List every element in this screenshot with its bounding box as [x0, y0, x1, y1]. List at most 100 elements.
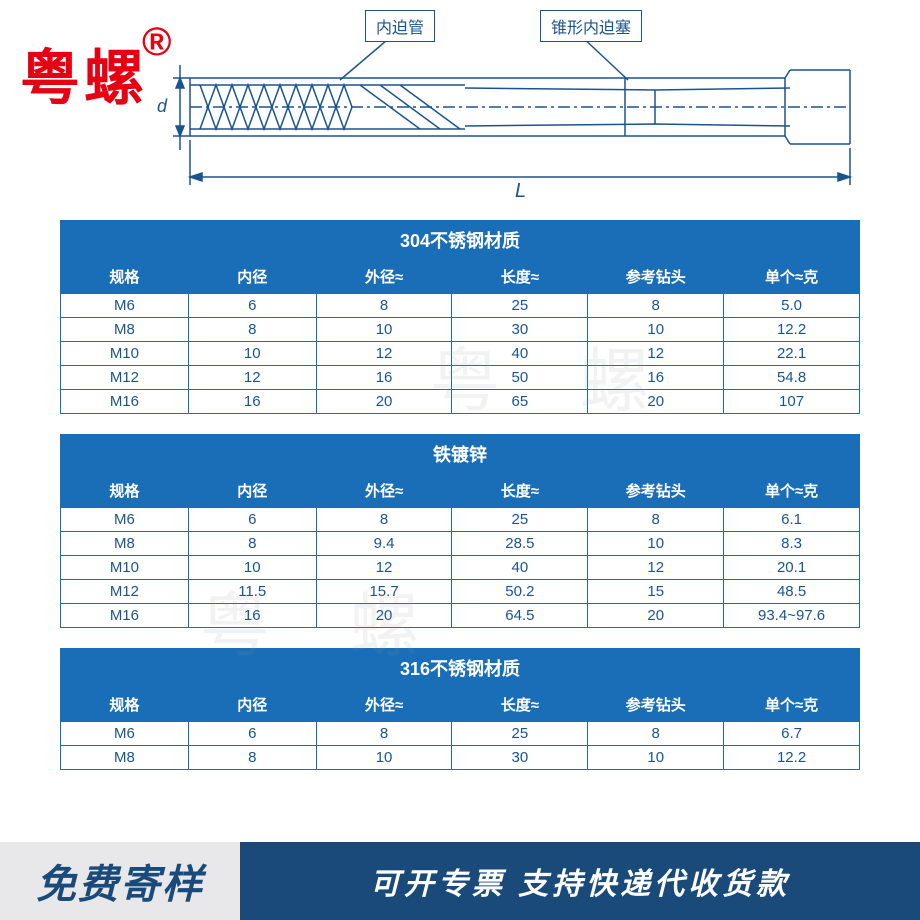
technical-diagram: 内迫管 锥形内迫塞 — [130, 10, 890, 210]
table-cell: 16 — [588, 366, 724, 390]
column-header: 内径 — [188, 260, 316, 294]
table-cell: 10 — [316, 746, 452, 770]
footer-left-text: 免费寄样 — [0, 842, 240, 920]
table-cell: 8 — [188, 746, 316, 770]
table-cell: 8 — [188, 532, 316, 556]
diagram-label-tube: 内迫管 — [365, 10, 435, 42]
column-header: 参考钻头 — [588, 688, 724, 722]
spec-table-2: 316不锈钢材质规格内径外径≈长度≈参考钻头单个≈克M6682586.7M881… — [60, 648, 860, 770]
table-cell: 12 — [316, 556, 452, 580]
table-cell: 25 — [452, 508, 588, 532]
table-cell: M16 — [61, 604, 189, 628]
table-cell: 5.0 — [724, 294, 860, 318]
table-cell: 48.5 — [724, 580, 860, 604]
table-cell: 20 — [316, 604, 452, 628]
table-row: M8810301012.2 — [61, 318, 860, 342]
table-cell: 40 — [452, 556, 588, 580]
table-cell: 10 — [588, 318, 724, 342]
table-cell: 12 — [316, 342, 452, 366]
table-row: M16162064.52093.4~97.6 — [61, 604, 860, 628]
brand-logo: 粤螺® — [20, 30, 181, 117]
table-cell: 8 — [316, 508, 452, 532]
table-cell: 15.7 — [316, 580, 452, 604]
table-row: M889.428.5108.3 — [61, 532, 860, 556]
table-cell: 12.2 — [724, 318, 860, 342]
table-cell: 93.4~97.6 — [724, 604, 860, 628]
table-title: 304不锈钢材质 — [61, 221, 860, 260]
table-row: M8810301012.2 — [61, 746, 860, 770]
table-cell: M6 — [61, 294, 189, 318]
footer-right-text: 可开专票 支持快递代收货款 — [240, 842, 920, 920]
column-header: 外径≈ — [316, 688, 452, 722]
table-cell: 12 — [588, 342, 724, 366]
table-cell: 25 — [452, 294, 588, 318]
table-cell: 6 — [188, 508, 316, 532]
table-cell: 8.3 — [724, 532, 860, 556]
spec-table-1: 铁镀锌规格内径外径≈长度≈参考钻头单个≈克M6682586.1M889.428.… — [60, 434, 860, 628]
table-cell: 65 — [452, 390, 588, 414]
column-header: 规格 — [61, 474, 189, 508]
table-cell: M10 — [61, 556, 189, 580]
table-title: 铁镀锌 — [61, 435, 860, 474]
diagram-label-plug: 锥形内迫塞 — [540, 10, 642, 42]
table-cell: 16 — [188, 604, 316, 628]
column-header: 长度≈ — [452, 260, 588, 294]
table-row: M101012401222.1 — [61, 342, 860, 366]
table-cell: M12 — [61, 366, 189, 390]
column-header: 长度≈ — [452, 474, 588, 508]
table-cell: 30 — [452, 746, 588, 770]
table-cell: 8 — [316, 722, 452, 746]
column-header: 规格 — [61, 260, 189, 294]
column-header: 长度≈ — [452, 688, 588, 722]
table-cell: 20 — [588, 604, 724, 628]
table-cell: 16 — [316, 366, 452, 390]
table-row: M1211.515.750.21548.5 — [61, 580, 860, 604]
table-cell: 8 — [588, 722, 724, 746]
table-row: M101012401220.1 — [61, 556, 860, 580]
table-cell: 11.5 — [188, 580, 316, 604]
table-cell: 10 — [188, 556, 316, 580]
column-header: 单个≈克 — [724, 474, 860, 508]
table-cell: 22.1 — [724, 342, 860, 366]
table-cell: 12 — [588, 556, 724, 580]
spec-tables-container: 304不锈钢材质规格内径外径≈长度≈参考钻头单个≈克M6682585.0M881… — [60, 220, 860, 790]
table-cell: 16 — [188, 390, 316, 414]
dim-length: L — [515, 180, 526, 202]
logo-text: 粤螺 — [20, 45, 148, 112]
column-header: 内径 — [188, 474, 316, 508]
table-cell: 10 — [588, 532, 724, 556]
table-cell: M6 — [61, 508, 189, 532]
spec-table-0: 304不锈钢材质规格内径外径≈长度≈参考钻头单个≈克M6682585.0M881… — [60, 220, 860, 414]
table-cell: 8 — [588, 508, 724, 532]
table-cell: 10 — [316, 318, 452, 342]
table-cell: 8 — [188, 318, 316, 342]
table-cell: 10 — [188, 342, 316, 366]
table-cell: 12 — [188, 366, 316, 390]
table-cell: 64.5 — [452, 604, 588, 628]
table-cell: 50.2 — [452, 580, 588, 604]
registered-symbol: ® — [142, 20, 175, 64]
column-header: 外径≈ — [316, 474, 452, 508]
table-cell: 9.4 — [316, 532, 452, 556]
table-cell: 12.2 — [724, 746, 860, 770]
table-row: M6682586.1 — [61, 508, 860, 532]
table-cell: 20 — [588, 390, 724, 414]
table-cell: 40 — [452, 342, 588, 366]
table-cell: 30 — [452, 318, 588, 342]
column-header: 内径 — [188, 688, 316, 722]
table-cell: 54.8 — [724, 366, 860, 390]
column-header: 单个≈克 — [724, 688, 860, 722]
table-cell: M16 — [61, 390, 189, 414]
table-cell: 8 — [316, 294, 452, 318]
column-header: 参考钻头 — [588, 260, 724, 294]
table-cell: 10 — [588, 746, 724, 770]
table-cell: 6.7 — [724, 722, 860, 746]
table-cell: 50 — [452, 366, 588, 390]
column-header: 规格 — [61, 688, 189, 722]
anchor-diagram-svg: d L — [130, 10, 890, 210]
table-cell: M6 — [61, 722, 189, 746]
table-cell: 25 — [452, 722, 588, 746]
table-cell: M8 — [61, 532, 189, 556]
table-cell: M12 — [61, 580, 189, 604]
table-cell: 15 — [588, 580, 724, 604]
